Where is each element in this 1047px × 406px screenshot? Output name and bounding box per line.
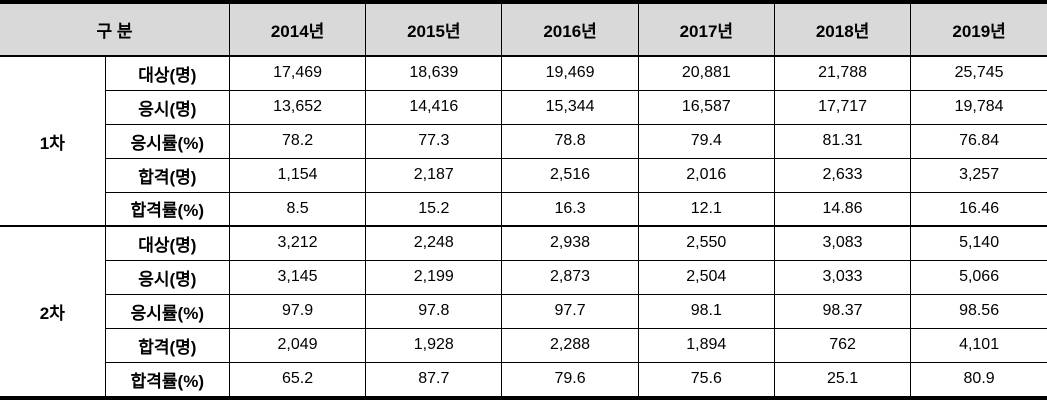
cell-value: 5,066 (910, 259, 1047, 295)
cell-value: 16,587 (637, 89, 775, 125)
cell-value: 15.2 (365, 191, 503, 227)
cell-value: 77.3 (365, 123, 503, 159)
cell-value: 25.1 (773, 361, 912, 396)
row-label: 대상(명) (104, 55, 230, 91)
row-label: 합격률(%) (104, 361, 230, 396)
cell-value: 4,101 (910, 327, 1047, 363)
cell-value: 2,199 (365, 259, 503, 295)
cell-value: 79.6 (501, 361, 639, 396)
cell-value: 2,873 (501, 259, 639, 295)
row-group-label: 1차 (0, 55, 106, 227)
cell-value: 14,416 (365, 89, 503, 125)
cell-value: 3,257 (910, 157, 1047, 193)
cell-value: 2,288 (501, 327, 639, 363)
cell-value: 80.9 (910, 361, 1047, 396)
cell-value: 16.46 (910, 191, 1047, 227)
cell-value: 1,154 (228, 157, 367, 193)
cell-value: 2,550 (637, 225, 775, 261)
cell-value: 15,344 (501, 89, 639, 125)
cell-value: 2,248 (365, 225, 503, 261)
cell-value: 762 (773, 327, 912, 363)
cell-value: 3,083 (773, 225, 912, 261)
cell-value: 81.31 (773, 123, 912, 159)
cell-value: 87.7 (365, 361, 503, 396)
cell-value: 2,516 (501, 157, 639, 193)
row-label: 응시(명) (104, 89, 230, 125)
cell-value: 14.86 (773, 191, 912, 227)
column-header-category: 구 분 (0, 4, 230, 57)
cell-value: 2,633 (773, 157, 912, 193)
cell-value: 5,140 (910, 225, 1047, 261)
row-label: 합격(명) (104, 327, 230, 363)
row-group-label: 2차 (0, 225, 106, 396)
cell-value: 19,784 (910, 89, 1047, 125)
cell-value: 25,745 (910, 55, 1047, 91)
cell-value: 78.8 (501, 123, 639, 159)
table-row: 응시률(%) 78.2 77.3 78.8 79.4 81.31 76.84 (0, 123, 1047, 159)
column-header-year: 2014년 (228, 4, 367, 57)
column-header-year: 2016년 (501, 4, 639, 57)
cell-value: 97.9 (228, 293, 367, 329)
cell-value: 2,016 (637, 157, 775, 193)
cell-value: 21,788 (773, 55, 912, 91)
cell-value: 18,639 (365, 55, 503, 91)
cell-value: 17,717 (773, 89, 912, 125)
column-header-year: 2015년 (365, 4, 503, 57)
cell-value: 1,894 (637, 327, 775, 363)
header-row: 구 분 2014년 2015년 2016년 2017년 2018년 2019년 (0, 4, 1047, 57)
row-label: 대상(명) (104, 225, 230, 261)
cell-value: 75.6 (637, 361, 775, 396)
row-label: 응시률(%) (104, 293, 230, 329)
table-row: 합격률(%) 8.5 15.2 16.3 12.1 14.86 16.46 (0, 191, 1047, 227)
table-row: 응시(명) 13,652 14,416 15,344 16,587 17,717 19,78… (0, 89, 1047, 125)
row-label: 합격(명) (104, 157, 230, 193)
column-header-year: 2017년 (637, 4, 775, 57)
cell-value: 76.84 (910, 123, 1047, 159)
cell-value: 97.7 (501, 293, 639, 329)
cell-value: 20,881 (637, 55, 775, 91)
cell-value: 3,033 (773, 259, 912, 295)
cell-value: 17,469 (228, 55, 367, 91)
row-label: 응시(명) (104, 259, 230, 295)
cell-value: 8.5 (228, 191, 367, 227)
data-table: 구 분 2014년 2015년 2016년 2017년 2018년 2019년 1차 대상(명… (0, 4, 1047, 396)
table-row: 응시(명) 3,145 2,199 2,873 2,504 3,033 5,066 (0, 259, 1047, 295)
cell-value: 3,212 (228, 225, 367, 261)
cell-value: 19,469 (501, 55, 639, 91)
cell-value: 98.56 (910, 293, 1047, 329)
table-row: 응시률(%) 97.9 97.8 97.7 98.1 98.37 98.56 (0, 293, 1047, 329)
row-label: 합격률(%) (104, 191, 230, 227)
cell-value: 98.37 (773, 293, 912, 329)
table-row: 합격률(%) 65.2 87.7 79.6 75.6 25.1 80.9 (0, 361, 1047, 396)
table-body: 1차 대상(명) 17,469 18,639 19,469 20,881 21,788 25,… (0, 55, 1047, 396)
table-header: 구 분 2014년 2015년 2016년 2017년 2018년 2019년 (0, 4, 1047, 57)
cell-value: 16.3 (501, 191, 639, 227)
cell-value: 12.1 (637, 191, 775, 227)
cell-value: 2,187 (365, 157, 503, 193)
table-row: 1차 대상(명) 17,469 18,639 19,469 20,881 21,788 25,… (0, 55, 1047, 227)
table-row: 합격(명) 2,049 1,928 2,288 1,894 762 4,101 (0, 327, 1047, 363)
cell-value: 3,145 (228, 259, 367, 295)
column-header-year: 2018년 (773, 4, 912, 57)
cell-value: 2,938 (501, 225, 639, 261)
table-row: 2차 대상(명) 3,212 2,248 2,938 2,550 3,083 5,140 (0, 225, 1047, 396)
cell-value: 2,049 (228, 327, 367, 363)
cell-value: 79.4 (637, 123, 775, 159)
table-row: 합격(명) 1,154 2,187 2,516 2,016 2,633 3,257 (0, 157, 1047, 193)
cell-value: 1,928 (365, 327, 503, 363)
cell-value: 98.1 (637, 293, 775, 329)
cell-value: 65.2 (228, 361, 367, 396)
cell-value: 13,652 (228, 89, 367, 125)
column-header-year: 2019년 (910, 4, 1047, 57)
cell-value: 2,504 (637, 259, 775, 295)
cell-value: 97.8 (365, 293, 503, 329)
row-label: 응시률(%) (104, 123, 230, 159)
cell-value: 78.2 (228, 123, 367, 159)
